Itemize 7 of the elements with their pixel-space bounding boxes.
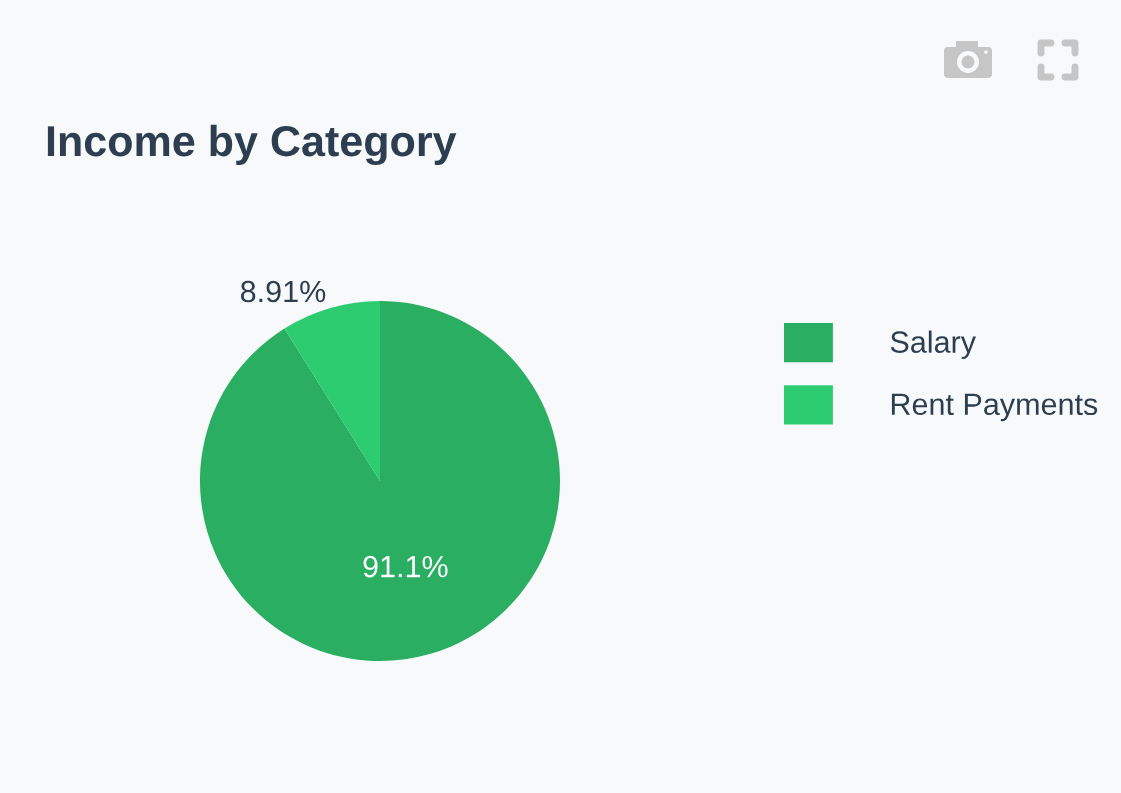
legend-label: Rent Payments xyxy=(891,393,1098,422)
pie-slice xyxy=(200,301,560,661)
pie-slice xyxy=(284,301,380,481)
data-label: 8.91% xyxy=(240,280,326,303)
chart-title: Income by Category xyxy=(47,124,457,166)
legend-label: Salary xyxy=(890,330,976,359)
data-label: 91.1% xyxy=(363,555,448,578)
